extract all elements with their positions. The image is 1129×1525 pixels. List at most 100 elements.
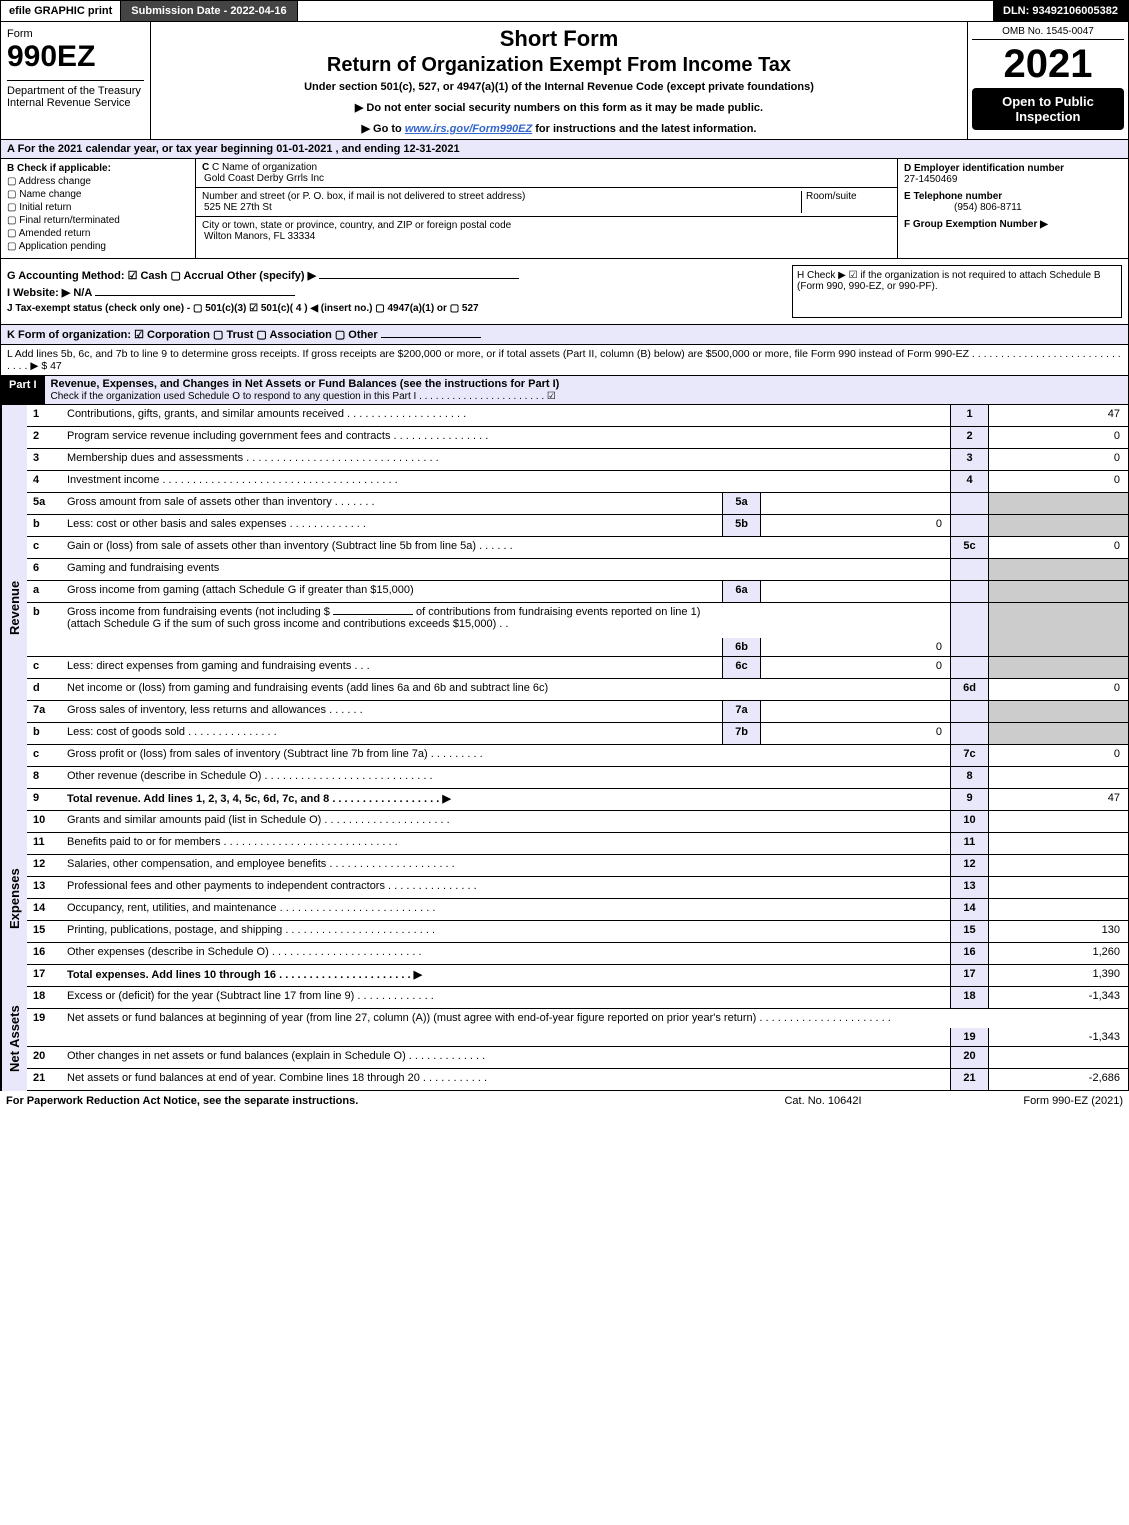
row-6: 6Gaming and fundraising events xyxy=(27,559,1129,581)
row-17: 17Total expenses. Add lines 10 through 1… xyxy=(27,965,1129,987)
row-5b: bLess: cost or other basis and sales exp… xyxy=(27,515,1129,537)
col-b-checkboxes: B Check if applicable: ▢ Address change … xyxy=(1,159,196,258)
irs-link[interactable]: www.irs.gov/Form990EZ xyxy=(405,123,532,135)
chk-final-return[interactable]: ▢ Final return/terminated xyxy=(7,215,189,226)
submission-date: Submission Date - 2022-04-16 xyxy=(121,1,297,21)
chk-lbl: Application pending xyxy=(19,241,106,252)
d: Gaming and fundraising events xyxy=(63,559,950,580)
t: Total revenue. Add lines 1, 2, 3, 4, 5c,… xyxy=(67,793,451,805)
subval xyxy=(760,581,950,602)
part1-lbl: Part I xyxy=(1,376,45,404)
ghij-left: G Accounting Method: ☑ Cash ▢ Accrual Ot… xyxy=(7,265,792,318)
row-14: 14Occupancy, rent, utilities, and mainte… xyxy=(27,899,1129,921)
chk-address-change[interactable]: ▢ Address change xyxy=(7,176,189,187)
d: Salaries, other compensation, and employ… xyxy=(63,855,950,876)
org-addr-row: Number and street (or P. O. box, if mail… xyxy=(196,188,897,217)
d: Less: cost of goods sold . . . . . . . .… xyxy=(63,723,722,744)
row-2: 2Program service revenue including gover… xyxy=(27,427,1129,449)
footer-cat: Cat. No. 10642I xyxy=(723,1095,923,1107)
ref xyxy=(950,701,988,722)
chk-name-change[interactable]: ▢ Name change xyxy=(7,189,189,200)
d: Grants and similar amounts paid (list in… xyxy=(63,811,950,832)
g-blank[interactable] xyxy=(319,278,519,279)
amt xyxy=(988,493,1128,514)
part1-title: Revenue, Expenses, and Changes in Net As… xyxy=(51,378,560,390)
ref xyxy=(950,723,988,744)
row-7c: cGross profit or (loss) from sales of in… xyxy=(27,745,1129,767)
ref: 4 xyxy=(950,471,988,492)
amt: 1,260 xyxy=(988,943,1128,964)
title-return: Return of Organization Exempt From Incom… xyxy=(155,54,963,77)
ref xyxy=(950,493,988,514)
subval: 0 xyxy=(760,723,950,744)
hint-url: ▶ Go to www.irs.gov/Form990EZ for instru… xyxy=(155,122,963,135)
n: c xyxy=(27,745,63,766)
d: Gross profit or (loss) from sales of inv… xyxy=(63,745,950,766)
n: 15 xyxy=(27,921,63,942)
d: Other changes in net assets or fund bala… xyxy=(63,1047,950,1068)
footer-form: Form 990-EZ (2021) xyxy=(1023,1095,1123,1107)
footer-right: Form 990-EZ (2021) xyxy=(923,1095,1123,1107)
sub: 5b xyxy=(722,515,760,536)
d: Gross income from gaming (attach Schedul… xyxy=(63,581,722,602)
section-ghij: G Accounting Method: ☑ Cash ▢ Accrual Ot… xyxy=(0,259,1129,325)
row-21: 21Net assets or fund balances at end of … xyxy=(27,1069,1129,1091)
org-city: Wilton Manors, FL 33334 xyxy=(204,231,891,242)
row-13: 13Professional fees and other payments t… xyxy=(27,877,1129,899)
ref: 10 xyxy=(950,811,988,832)
row-20: 20Other changes in net assets or fund ba… xyxy=(27,1047,1129,1069)
hint-post: for instructions and the latest informat… xyxy=(532,123,756,135)
ref xyxy=(950,603,988,656)
part1-title-wrap: Revenue, Expenses, and Changes in Net As… xyxy=(45,376,1128,404)
row-3: 3Membership dues and assessments . . . .… xyxy=(27,449,1129,471)
chk-amended[interactable]: ▢ Amended return xyxy=(7,228,189,239)
header-middle: Short Form Return of Organization Exempt… xyxy=(151,22,968,139)
row-6c: cLess: direct expenses from gaming and f… xyxy=(27,657,1129,679)
chk-lbl: Initial return xyxy=(19,202,71,213)
n: 9 xyxy=(27,789,63,810)
i-blank[interactable] xyxy=(95,295,295,296)
org-name-row: C C Name of organization Gold Coast Derb… xyxy=(196,159,897,188)
amt xyxy=(988,899,1128,920)
hint-ssn: ▶ Do not enter social security numbers o… xyxy=(155,101,963,114)
chk-initial-return[interactable]: ▢ Initial return xyxy=(7,202,189,213)
ref: 2 xyxy=(950,427,988,448)
b-label: B Check if applicable: xyxy=(7,163,111,174)
d1: Gross income from fundraising events (no… xyxy=(67,606,330,618)
amt: 0 xyxy=(988,679,1128,700)
section-bcdef: B Check if applicable: ▢ Address change … xyxy=(0,159,1129,259)
n: c xyxy=(27,537,63,558)
d: Gross income from fundraising events (no… xyxy=(63,603,722,656)
part1-header: Part I Revenue, Expenses, and Changes in… xyxy=(0,376,1129,405)
d-lbl: D Employer identification number xyxy=(904,163,1064,174)
amt: 47 xyxy=(988,405,1128,426)
n: 2 xyxy=(27,427,63,448)
row-18: 18Excess or (deficit) for the year (Subt… xyxy=(27,987,1129,1009)
ref: 7c xyxy=(950,745,988,766)
under-section: Under section 501(c), 527, or 4947(a)(1)… xyxy=(155,81,963,93)
amt xyxy=(988,559,1128,580)
d: Other expenses (describe in Schedule O) … xyxy=(63,943,950,964)
form-header: Form 990EZ Department of the Treasury In… xyxy=(0,22,1129,140)
d: Total revenue. Add lines 1, 2, 3, 4, 5c,… xyxy=(63,789,950,810)
n: 7a xyxy=(27,701,63,722)
amt xyxy=(988,767,1128,788)
n: b xyxy=(27,723,63,744)
chk-pending[interactable]: ▢ Application pending xyxy=(7,241,189,252)
omb-number: OMB No. 1545-0047 xyxy=(972,26,1124,40)
k-text: K Form of organization: ☑ Corporation ▢ … xyxy=(7,329,378,341)
d-val: 27-1450469 xyxy=(904,174,957,185)
row-1: 1Contributions, gifts, grants, and simil… xyxy=(27,405,1129,427)
row-6b: bGross income from fundraising events (n… xyxy=(27,603,1129,657)
top-bar: efile GRAPHIC print Submission Date - 20… xyxy=(0,0,1129,22)
spacer xyxy=(298,1,993,21)
header-right: OMB No. 1545-0047 2021 Open to Public In… xyxy=(968,22,1128,139)
row-a-text: A For the 2021 calendar year, or tax yea… xyxy=(7,143,460,155)
d: Net assets or fund balances at beginning… xyxy=(63,1009,950,1046)
n: 12 xyxy=(27,855,63,876)
k-blank[interactable] xyxy=(381,337,481,338)
ref: 17 xyxy=(950,965,988,986)
d: Professional fees and other payments to … xyxy=(63,877,950,898)
blank[interactable] xyxy=(333,614,413,615)
row-9: 9 Total revenue. Add lines 1, 2, 3, 4, 5c… xyxy=(27,789,1129,811)
